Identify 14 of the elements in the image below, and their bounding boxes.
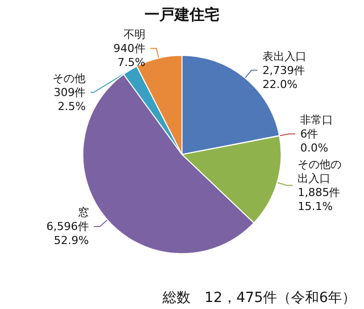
slice-label: その他 <box>52 72 86 85</box>
slice-label: 不明 <box>123 28 146 41</box>
data-label: 6,596件 52.9% <box>46 220 89 247</box>
data-label: 309件 2.5% <box>54 86 86 113</box>
text: 総数 12，475件（令和6年） <box>162 290 356 306</box>
chart-title: 一戸建住宅 <box>144 6 220 24</box>
data-label: 2,739件 22.0% <box>262 64 305 91</box>
slice-label: 非常口 <box>300 113 334 126</box>
slice-label: その他の出入口 <box>298 158 342 185</box>
data-label: 1,885件 15.1% <box>298 186 340 213</box>
slice-label: 表出入口 <box>262 50 306 63</box>
slice-label: 窓 <box>78 206 89 219</box>
data-label: 6件 0.0% <box>300 127 328 154</box>
data-label: 940件 7.5% <box>113 42 146 69</box>
